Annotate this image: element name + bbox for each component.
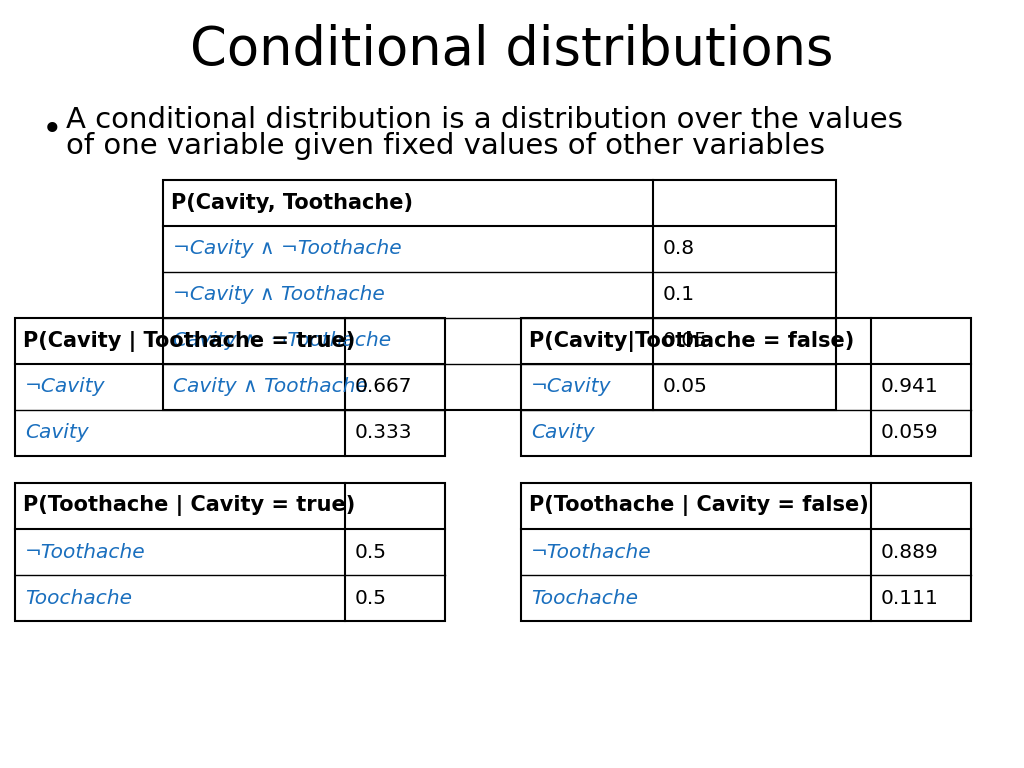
Text: ¬Cavity ∧ ¬Toothache: ¬Cavity ∧ ¬Toothache bbox=[173, 240, 401, 259]
Text: Toochache: Toochache bbox=[25, 588, 132, 607]
Text: ¬Toothache: ¬Toothache bbox=[25, 542, 145, 561]
Text: 0.5: 0.5 bbox=[355, 588, 387, 607]
Text: ¬Cavity: ¬Cavity bbox=[25, 378, 105, 396]
Text: P(Cavity, Toothache): P(Cavity, Toothache) bbox=[171, 193, 413, 213]
Text: 0.05: 0.05 bbox=[663, 332, 708, 350]
Text: Toochache: Toochache bbox=[531, 588, 638, 607]
Text: 0.667: 0.667 bbox=[355, 378, 413, 396]
Text: Conditional distributions: Conditional distributions bbox=[190, 24, 834, 76]
Text: ¬Cavity: ¬Cavity bbox=[531, 378, 611, 396]
Text: A conditional distribution is a distribution over the values: A conditional distribution is a distribu… bbox=[66, 106, 903, 134]
Bar bbox=[15, 318, 445, 456]
Bar bbox=[163, 180, 836, 410]
Text: P(Cavity|Toothache = false): P(Cavity|Toothache = false) bbox=[529, 330, 854, 352]
Text: 0.333: 0.333 bbox=[355, 423, 413, 442]
Text: 0.5: 0.5 bbox=[355, 542, 387, 561]
Text: P(Toothache | Cavity = true): P(Toothache | Cavity = true) bbox=[23, 495, 355, 517]
Text: ¬Toothache: ¬Toothache bbox=[531, 542, 651, 561]
Bar bbox=[15, 483, 445, 621]
Text: Cavity: Cavity bbox=[531, 423, 595, 442]
Text: 0.05: 0.05 bbox=[663, 378, 708, 396]
Text: 0.1: 0.1 bbox=[663, 286, 695, 304]
Text: P(Toothache | Cavity = false): P(Toothache | Cavity = false) bbox=[529, 495, 868, 517]
Text: 0.8: 0.8 bbox=[663, 240, 695, 259]
Text: ¬Cavity ∧ Toothache: ¬Cavity ∧ Toothache bbox=[173, 286, 385, 304]
Text: of one variable given fixed values of other variables: of one variable given fixed values of ot… bbox=[66, 132, 825, 160]
Text: Cavity ∧ Toothache: Cavity ∧ Toothache bbox=[173, 378, 368, 396]
Text: P(Cavity | Toothache = true): P(Cavity | Toothache = true) bbox=[23, 330, 355, 352]
Text: Cavity ∧  ¬Toothache: Cavity ∧ ¬Toothache bbox=[173, 332, 391, 350]
Text: •: • bbox=[42, 113, 62, 147]
Text: 0.941: 0.941 bbox=[881, 378, 939, 396]
Text: 0.059: 0.059 bbox=[881, 423, 939, 442]
Text: 0.111: 0.111 bbox=[881, 588, 939, 607]
Text: Cavity: Cavity bbox=[25, 423, 89, 442]
Bar bbox=[521, 318, 971, 456]
Text: 0.889: 0.889 bbox=[881, 542, 939, 561]
Bar bbox=[521, 483, 971, 621]
